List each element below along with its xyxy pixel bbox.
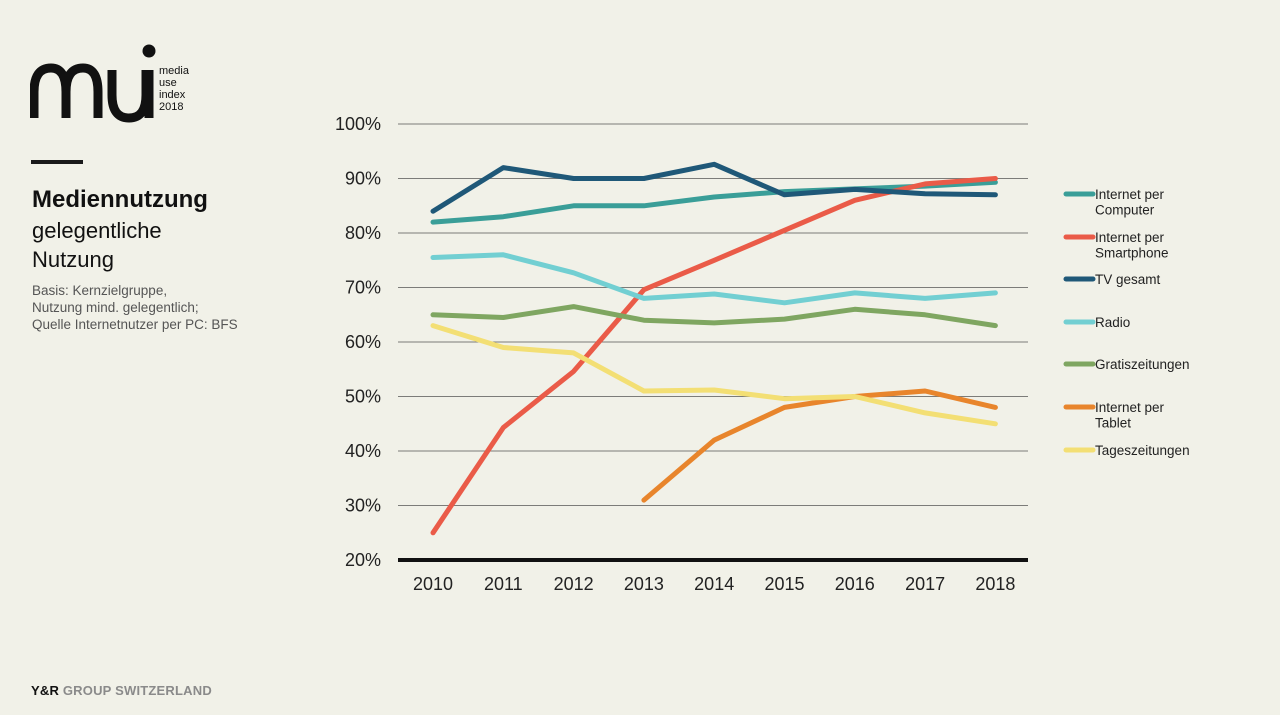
legend-label: Radio xyxy=(1095,315,1130,330)
x-tick-label: 2018 xyxy=(975,574,1015,594)
logo-line: 2018 xyxy=(159,101,184,113)
series-line xyxy=(430,176,998,536)
y-tick-label: 70% xyxy=(345,278,381,298)
x-tick-label: 2015 xyxy=(764,574,804,594)
legend-label: Internet per xyxy=(1095,230,1165,245)
series-line xyxy=(430,323,998,427)
heading-divider xyxy=(31,160,83,164)
logo-line: media xyxy=(159,65,189,77)
chart-series xyxy=(430,161,998,536)
x-tick-label: 2012 xyxy=(554,574,594,594)
note-line: Quelle Internetnutzer per PC: BFS xyxy=(32,317,238,332)
y-tick-label: 100% xyxy=(335,114,381,134)
brand-yr: Y&R xyxy=(31,683,60,698)
y-tick-label: 90% xyxy=(345,169,381,189)
y-tick-label: 80% xyxy=(345,223,381,243)
legend-item: TV gesamt xyxy=(1063,272,1161,287)
legend-item: Tageszeitungen xyxy=(1063,443,1190,458)
logo-line: index xyxy=(159,89,186,101)
note-line: Basis: Kernzielgruppe, xyxy=(32,283,168,298)
legend-label: Internet per xyxy=(1095,187,1165,202)
y-tick-label: 30% xyxy=(345,496,381,516)
legend-item: Gratiszeitungen xyxy=(1063,357,1190,372)
legend-label: Tageszeitungen xyxy=(1095,443,1190,458)
subtitle-line: Nutzung xyxy=(32,247,114,272)
x-tick-label: 2017 xyxy=(905,574,945,594)
page-subtitle: gelegentliche Nutzung xyxy=(32,216,272,274)
legend-item: Radio xyxy=(1063,315,1130,330)
chart-grid xyxy=(398,123,1028,562)
series-line xyxy=(430,252,998,306)
series-line xyxy=(641,388,998,503)
source-notes: Basis: Kernzielgruppe, Nutzung mind. gel… xyxy=(32,282,302,333)
legend-label: Computer xyxy=(1095,203,1155,218)
footer-brand: Y&R GROUP SWITZERLAND xyxy=(31,683,212,698)
y-tick-label: 50% xyxy=(345,387,381,407)
legend-label: Tablet xyxy=(1095,416,1131,431)
y-axis-ticks: 20% 30% 40% 50% 60% 70% 80% 90% 100% xyxy=(335,114,381,570)
mui-wordmark xyxy=(30,44,156,123)
mui-logo: media use index 2018 xyxy=(30,40,210,125)
legend-label: Gratiszeitungen xyxy=(1095,357,1190,372)
x-tick-label: 2016 xyxy=(835,574,875,594)
logo-subtitle: media use index 2018 xyxy=(159,65,189,113)
legend-label: TV gesamt xyxy=(1095,272,1161,287)
brand-group: GROUP SWITZERLAND xyxy=(59,683,212,698)
logo-line: use xyxy=(159,77,177,89)
subtitle-line: gelegentliche xyxy=(32,218,162,243)
page-title: Mediennutzung xyxy=(32,186,208,213)
legend-label: Internet per xyxy=(1095,400,1165,415)
x-tick-label: 2014 xyxy=(694,574,734,594)
series-line xyxy=(430,304,998,329)
legend-label: Smartphone xyxy=(1095,246,1169,261)
x-tick-label: 2011 xyxy=(484,574,523,594)
x-tick-label: 2010 xyxy=(413,574,453,594)
y-tick-label: 40% xyxy=(345,441,381,461)
series-line xyxy=(430,161,998,214)
x-axis-ticks: 2010 2011 2012 2013 2014 2015 2016 2017 2018 xyxy=(413,574,1015,594)
y-tick-label: 20% xyxy=(345,550,381,570)
note-line: Nutzung mind. gelegentlich; xyxy=(32,300,199,315)
x-tick-label: 2013 xyxy=(624,574,664,594)
y-tick-label: 60% xyxy=(345,332,381,352)
